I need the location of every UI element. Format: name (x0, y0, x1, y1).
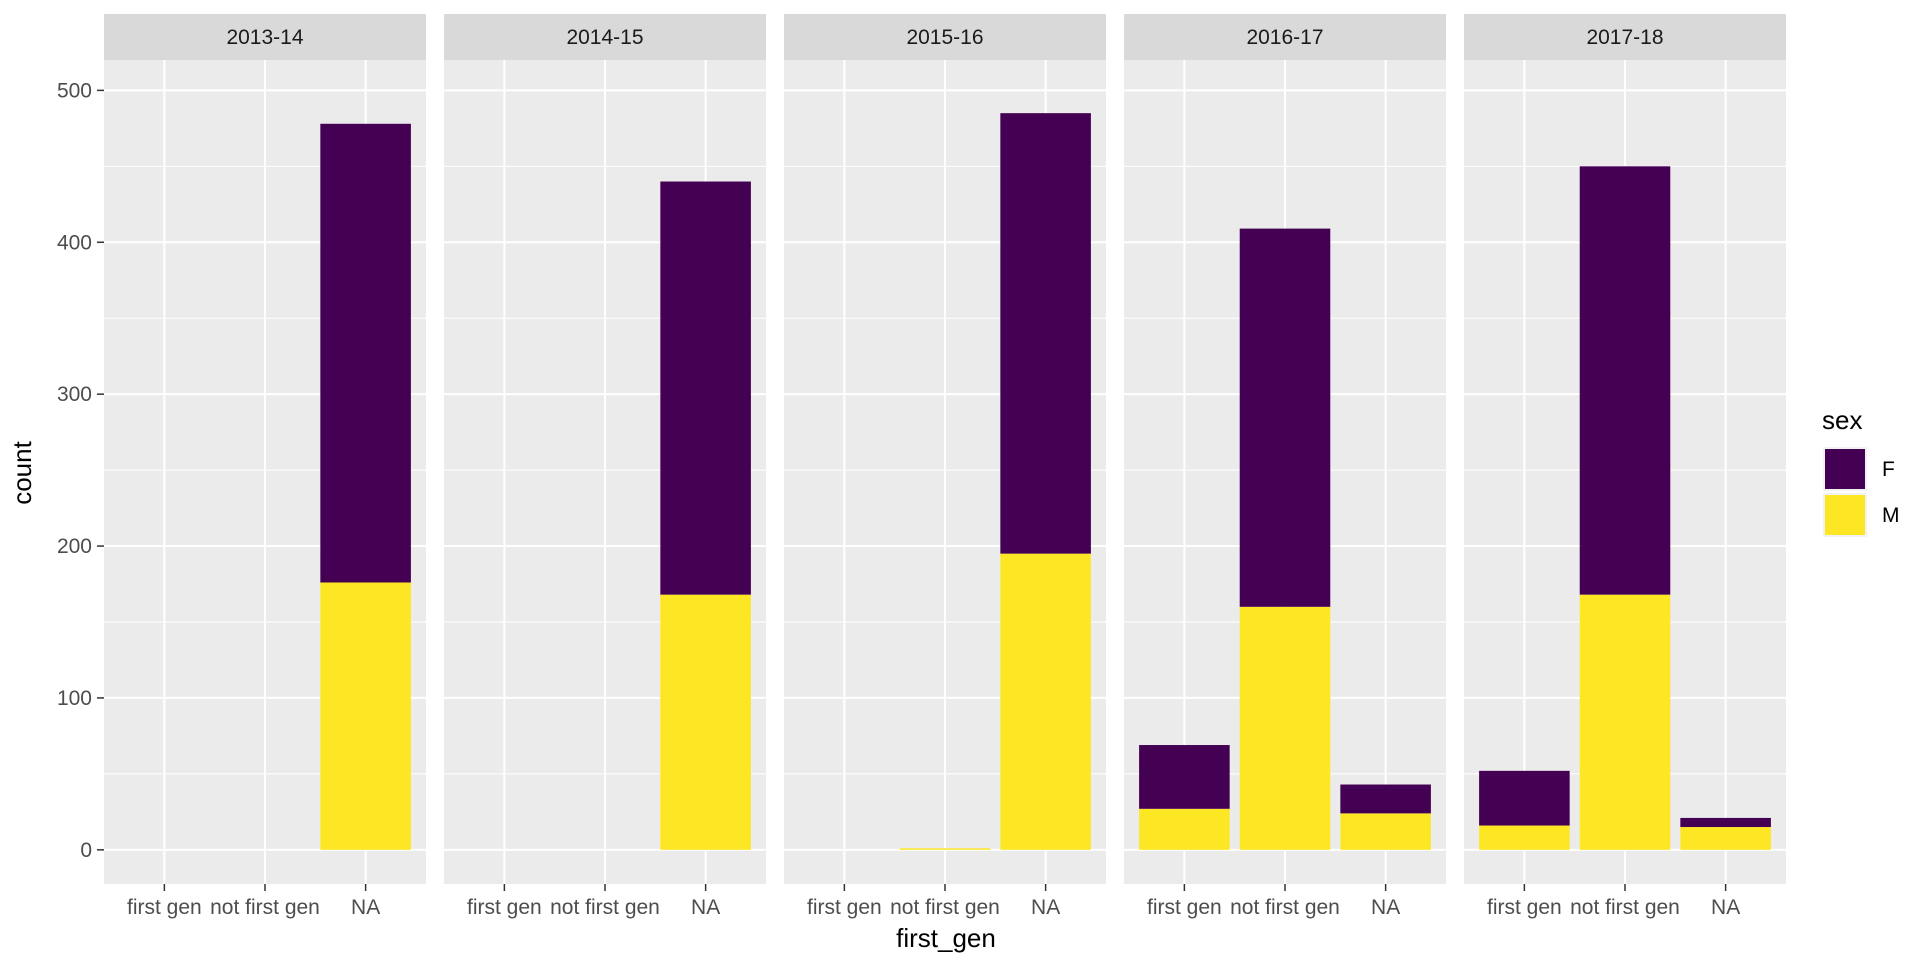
x-tick-label: not first gen (1570, 896, 1680, 919)
bar-segment-m (320, 582, 411, 850)
bar-segment-m (1579, 594, 1671, 850)
x-tick-label: not first gen (890, 896, 1000, 919)
facet-strip-label: 2014-15 (566, 26, 643, 49)
y-tick-label: 0 (80, 839, 92, 862)
bar-segment-f (1579, 166, 1671, 595)
facet-panel: 2013-14 first gen not first gen NA (104, 14, 426, 919)
facet-strip-label: 2015-16 (906, 26, 983, 49)
x-tick-label: NA (691, 896, 720, 919)
x-tick-label: first gen (1487, 896, 1562, 919)
bar-segment-m (1340, 813, 1431, 850)
x-tick-label: not first gen (550, 896, 660, 919)
y-tick-label: 100 (57, 687, 92, 710)
facet-strip (1464, 14, 1786, 60)
y-tick-label: 500 (57, 79, 92, 102)
facet-strip-label: 2017-18 (1586, 26, 1663, 49)
x-tick-label: first gen (807, 896, 882, 919)
bar-segment-m (1239, 606, 1331, 850)
facet-panel: 2015-16 first gen not first gen NA (784, 14, 1106, 919)
y-axis: 0 100 200 300 400 500 (57, 79, 104, 862)
x-tick-label: first gen (127, 896, 202, 919)
x-tick-label: first gen (467, 896, 542, 919)
bar-segment-m (1479, 825, 1570, 850)
bar-segment-m (1000, 553, 1091, 850)
x-tick-label: NA (1711, 896, 1740, 919)
legend-swatch-m (1825, 495, 1865, 535)
facet-strip (784, 14, 1106, 60)
legend-swatch-f (1825, 449, 1865, 489)
bar-segment-f (1680, 817, 1771, 828)
x-tick-label: NA (351, 896, 380, 919)
legend-label: F (1882, 458, 1895, 481)
facet-strip-label: 2016-17 (1246, 26, 1323, 49)
facet-strip (104, 14, 426, 60)
legend-title: sex (1822, 405, 1862, 435)
bar-segment-f (1000, 113, 1091, 554)
y-tick-label: 200 (57, 535, 92, 558)
facet-panel: 2017-18 first gen not first gen NA (1464, 14, 1786, 919)
facet-strip (444, 14, 766, 60)
x-tick-label: NA (1371, 896, 1400, 919)
bar-segment-m (660, 594, 751, 850)
bar-segment-f (1340, 784, 1431, 814)
bar-segment-f (1139, 745, 1230, 809)
bar-segment-m (1680, 827, 1771, 850)
bar-segment-m (899, 848, 991, 850)
y-axis-title: count (7, 440, 37, 504)
x-tick-label: first gen (1147, 896, 1222, 919)
x-tick-label: NA (1031, 896, 1060, 919)
y-tick-label: 400 (57, 231, 92, 254)
y-tick-label: 300 (57, 383, 92, 406)
facet-panel: 2014-15 first gen not first gen NA (444, 14, 766, 919)
facet-strip (1124, 14, 1446, 60)
x-axis-title: first_gen (896, 923, 996, 953)
bar-segment-f (1479, 770, 1570, 826)
bar-segment-f (1239, 228, 1331, 607)
legend-label: M (1882, 504, 1900, 527)
legend: sex FM (1822, 405, 1900, 537)
bar-segment-f (660, 181, 751, 595)
bar-segment-m (1139, 808, 1230, 850)
x-tick-label: not first gen (1230, 896, 1340, 919)
bar-segment-f (320, 123, 411, 583)
facet-strip-label: 2013-14 (226, 26, 303, 49)
x-tick-label: not first gen (210, 896, 320, 919)
facet-panel: 2016-17 first gen not first gen NA (1124, 14, 1446, 919)
facet-panels: 2013-14 first gen not first gen NA 2014-15 fi… (104, 14, 1786, 919)
